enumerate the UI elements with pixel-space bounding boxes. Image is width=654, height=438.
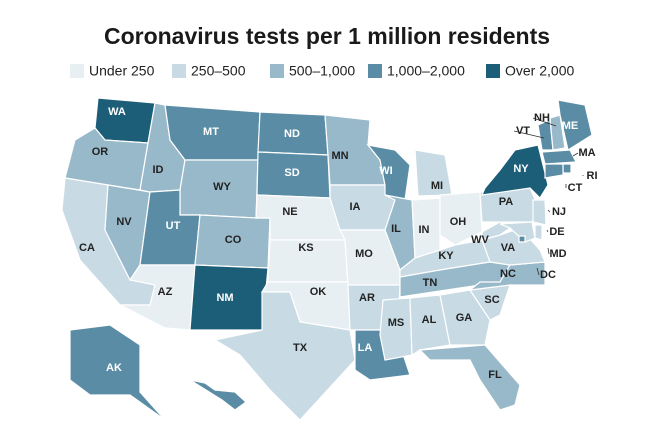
legend-label: Over 2,000: [505, 63, 574, 79]
state-label: FL: [488, 369, 502, 381]
state-label: WA: [108, 106, 126, 118]
state: [439, 289, 491, 346]
state: [562, 163, 572, 174]
state-label: AR: [359, 292, 375, 304]
state-label: TX: [293, 342, 308, 354]
state: [213, 291, 356, 421]
legend: Under 250 250–500 500–1,000 1,000–2,000 Over…: [70, 63, 574, 79]
legend-swatch: [486, 64, 500, 78]
state-label: MT: [203, 126, 219, 138]
leader-line: [536, 267, 540, 276]
state-label: NV: [116, 216, 132, 228]
leader-line: [513, 130, 545, 139]
state-label: OH: [450, 216, 467, 228]
legend-swatch: [172, 64, 186, 78]
state: [557, 99, 593, 151]
state: [94, 97, 156, 144]
state: [481, 227, 546, 266]
legend-label: 250–500: [191, 63, 246, 79]
state-label: CA: [79, 242, 95, 254]
state-label: PA: [499, 196, 514, 208]
state-label: ME: [562, 120, 579, 132]
state-label: KS: [298, 242, 313, 254]
state-label: KY: [438, 250, 454, 262]
state: [194, 214, 271, 269]
state-label: CT: [568, 182, 583, 194]
state-label: ND: [284, 128, 300, 140]
state: [418, 344, 521, 411]
state: [541, 149, 577, 165]
state-label: CO: [225, 234, 242, 246]
state-label: AZ: [158, 286, 173, 298]
state-label: NJ: [552, 206, 566, 218]
state-label: MN: [331, 150, 348, 162]
state-label: MA: [578, 147, 595, 159]
state-label: MD: [549, 248, 566, 260]
state-label: WV: [471, 234, 489, 246]
state-label: LA: [358, 342, 373, 354]
legend-label: 500–1,000: [289, 63, 355, 79]
state-label: WI: [379, 165, 392, 177]
state: [439, 191, 483, 246]
leader-line: [547, 209, 551, 213]
legend-swatch: [368, 64, 382, 78]
state-label: NH: [534, 112, 550, 124]
state-label: MS: [388, 317, 405, 329]
state-label: VT: [516, 125, 530, 137]
state-label: TN: [423, 277, 438, 289]
state-label: SC: [484, 294, 499, 306]
state-label: HI: [209, 401, 220, 413]
leader-line: [532, 117, 557, 127]
state: [409, 294, 451, 357]
state-label: NC: [500, 268, 516, 280]
legend-label: Under 250: [89, 63, 155, 79]
state-label: DC: [540, 269, 556, 281]
state: [189, 379, 247, 411]
state-label: MO: [355, 248, 373, 260]
state-label: DE: [549, 226, 564, 238]
state-label: SD: [284, 167, 299, 179]
state-label: IA: [350, 201, 361, 213]
state-label: NM: [216, 292, 233, 304]
leader-line: [547, 247, 550, 255]
state-label: OK: [310, 286, 327, 298]
state: [518, 235, 526, 243]
state: [69, 324, 166, 421]
state: [379, 297, 413, 361]
state-label: AK: [106, 362, 122, 374]
title: Coronavirus tests per 1 million resident…: [104, 23, 550, 49]
state: [534, 224, 543, 241]
state-label: RI: [587, 170, 598, 182]
state-label: IN: [419, 224, 430, 236]
leader-line: [546, 229, 549, 233]
state-label: NY: [513, 163, 529, 175]
state-label: NE: [282, 206, 297, 218]
legend-label: 1,000–2,000: [387, 63, 465, 79]
state-label: VA: [501, 242, 516, 254]
legend-swatch: [70, 64, 84, 78]
state-label: GA: [456, 312, 473, 324]
state-label: WY: [213, 181, 231, 193]
leader-line: [572, 152, 579, 157]
state: [499, 221, 536, 243]
legend-swatch: [270, 64, 284, 78]
state: [549, 114, 566, 151]
states: WA OR CA NV ID MT WY UT AZ CO NM ND SD NE KS OK TX MN IA MO…: [61, 97, 598, 421]
state-label: OR: [92, 146, 109, 158]
state: [481, 221, 512, 241]
state-label: UT: [166, 220, 181, 232]
state-label: IL: [391, 223, 401, 235]
state: [481, 144, 549, 199]
state: [544, 163, 564, 179]
state-label: MI: [431, 180, 443, 192]
state-label: AL: [422, 314, 437, 326]
state-label: ID: [153, 164, 164, 176]
state: [532, 199, 547, 226]
